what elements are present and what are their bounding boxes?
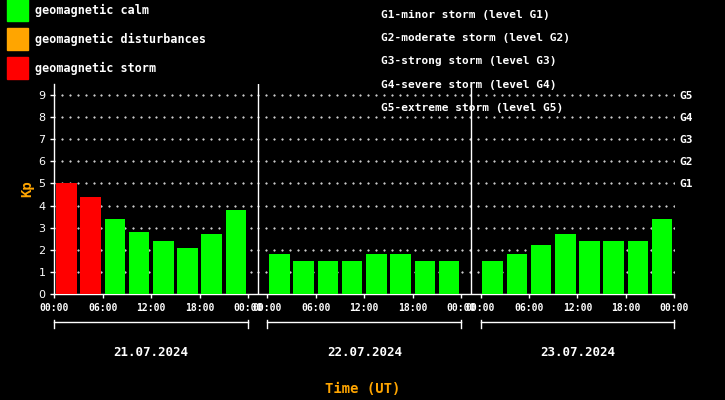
Text: G1-minor storm (level G1): G1-minor storm (level G1) xyxy=(381,10,550,20)
Bar xyxy=(415,261,435,294)
Text: 22.07.2024: 22.07.2024 xyxy=(327,346,402,359)
Bar xyxy=(104,219,125,294)
Bar xyxy=(269,254,290,294)
Bar xyxy=(579,241,600,294)
Text: G5-extreme storm (level G5): G5-extreme storm (level G5) xyxy=(381,103,563,113)
Text: G4-severe storm (level G4): G4-severe storm (level G4) xyxy=(381,80,556,90)
Y-axis label: Kp: Kp xyxy=(20,181,34,197)
Bar xyxy=(57,184,77,294)
Text: geomagnetic disturbances: geomagnetic disturbances xyxy=(35,33,206,46)
Bar xyxy=(177,248,198,294)
Bar xyxy=(342,261,362,294)
Text: 23.07.2024: 23.07.2024 xyxy=(540,346,615,359)
Text: Time (UT): Time (UT) xyxy=(325,382,400,396)
Bar xyxy=(507,254,527,294)
Bar xyxy=(129,232,149,294)
Bar xyxy=(153,241,173,294)
Text: G3-strong storm (level G3): G3-strong storm (level G3) xyxy=(381,56,556,66)
Bar xyxy=(390,254,411,294)
Bar xyxy=(366,254,386,294)
Text: geomagnetic storm: geomagnetic storm xyxy=(35,62,156,75)
Bar xyxy=(652,219,672,294)
Bar xyxy=(80,197,101,294)
Bar xyxy=(439,261,460,294)
Bar xyxy=(531,245,552,294)
Text: G2-moderate storm (level G2): G2-moderate storm (level G2) xyxy=(381,33,570,43)
Bar xyxy=(202,234,222,294)
Text: geomagnetic calm: geomagnetic calm xyxy=(35,4,149,16)
Text: 21.07.2024: 21.07.2024 xyxy=(114,346,188,359)
Bar xyxy=(294,261,314,294)
Bar xyxy=(628,241,648,294)
Bar xyxy=(555,234,576,294)
Bar xyxy=(482,261,503,294)
Bar xyxy=(318,261,339,294)
Bar xyxy=(603,241,624,294)
Bar xyxy=(225,210,246,294)
